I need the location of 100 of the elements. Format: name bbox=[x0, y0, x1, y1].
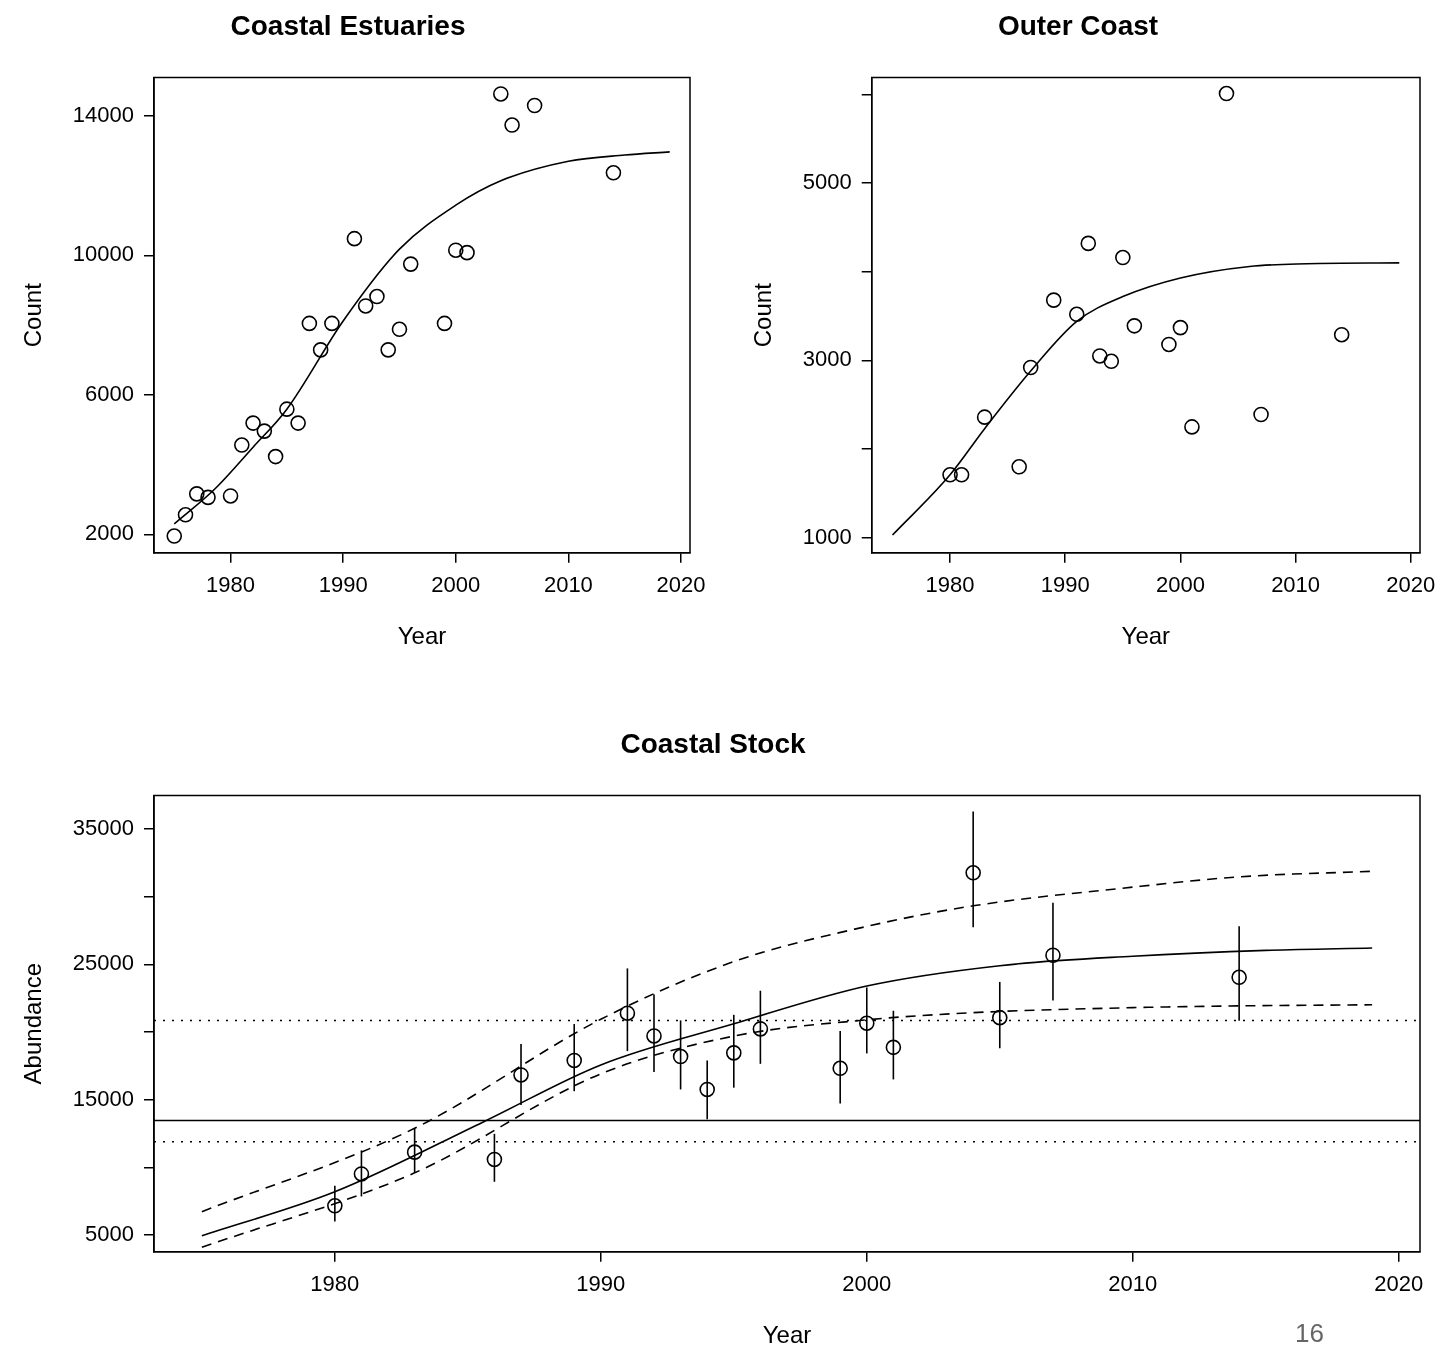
point bbox=[1184, 419, 1200, 435]
x-tick-label: 1990 bbox=[576, 1271, 626, 1297]
point bbox=[312, 342, 329, 358]
point bbox=[406, 1144, 423, 1160]
point bbox=[493, 86, 509, 102]
point bbox=[279, 401, 295, 417]
x-axis-title: Year bbox=[397, 622, 447, 650]
x-tick-label: 1980 bbox=[310, 1271, 360, 1297]
point bbox=[1161, 336, 1177, 353]
point bbox=[486, 1151, 503, 1168]
point bbox=[290, 415, 306, 431]
point bbox=[245, 415, 261, 431]
y-tick-label: 35000 bbox=[72, 814, 134, 840]
point bbox=[885, 1039, 902, 1056]
point bbox=[1333, 326, 1350, 343]
x-tick-label: 2000 bbox=[842, 1271, 892, 1297]
y-tick-label: 2000 bbox=[85, 520, 134, 546]
y-tick-label: 6000 bbox=[85, 380, 134, 406]
x-tick-label: 2000 bbox=[431, 572, 481, 598]
point bbox=[646, 1028, 662, 1044]
point bbox=[436, 315, 453, 332]
x-tick-label: 2010 bbox=[1108, 1271, 1158, 1297]
point bbox=[1011, 459, 1027, 475]
point bbox=[566, 1052, 583, 1069]
point bbox=[1231, 969, 1247, 986]
point bbox=[605, 164, 622, 181]
point bbox=[353, 1166, 370, 1182]
y-axis-title: Abundance bbox=[19, 962, 47, 1085]
point bbox=[327, 1197, 343, 1214]
x-tick-label: 2010 bbox=[543, 572, 593, 598]
point bbox=[1103, 353, 1120, 370]
point bbox=[369, 288, 385, 305]
x-tick-label: 2020 bbox=[656, 572, 706, 598]
y-tick-label: 5000 bbox=[85, 1221, 134, 1247]
point bbox=[222, 488, 239, 504]
point bbox=[699, 1081, 715, 1098]
point bbox=[976, 409, 993, 425]
point bbox=[1022, 359, 1039, 376]
point bbox=[447, 242, 464, 258]
x-tick-label: 1980 bbox=[206, 572, 256, 598]
x-tick-label: 2020 bbox=[1374, 1271, 1424, 1297]
point bbox=[301, 315, 318, 332]
point bbox=[513, 1067, 529, 1083]
y-tick-label: 25000 bbox=[72, 950, 134, 976]
point bbox=[357, 298, 374, 314]
y-tick-label: 14000 bbox=[72, 102, 134, 128]
point bbox=[1045, 947, 1061, 964]
y-tick-label: 10000 bbox=[72, 241, 134, 267]
point bbox=[1092, 348, 1108, 364]
point bbox=[380, 342, 397, 358]
point bbox=[725, 1045, 742, 1061]
y-axis-title: Count bbox=[19, 282, 47, 348]
chart-title: Coastal Stock bbox=[620, 727, 807, 759]
point bbox=[504, 117, 520, 133]
x-axis-title: Year bbox=[1121, 622, 1171, 650]
x-tick-label: 2010 bbox=[1271, 572, 1321, 598]
point bbox=[858, 1015, 875, 1032]
point bbox=[1172, 319, 1189, 336]
point bbox=[346, 230, 363, 247]
x-axis-title: Year bbox=[762, 1321, 812, 1349]
point bbox=[234, 437, 250, 453]
point bbox=[1253, 406, 1269, 423]
point bbox=[402, 256, 419, 272]
y-tick-label: 3000 bbox=[802, 346, 852, 372]
x-tick-label: 2020 bbox=[1386, 572, 1436, 598]
point bbox=[188, 486, 205, 502]
point bbox=[200, 489, 216, 506]
point bbox=[672, 1048, 689, 1065]
point bbox=[991, 1009, 1008, 1026]
point bbox=[619, 1005, 636, 1022]
point bbox=[942, 466, 958, 483]
point bbox=[832, 1060, 848, 1077]
x-tick-label: 1990 bbox=[1040, 572, 1090, 598]
point bbox=[1068, 306, 1085, 323]
point bbox=[177, 507, 194, 523]
point bbox=[324, 315, 340, 332]
y-tick-label: 15000 bbox=[72, 1085, 134, 1111]
point bbox=[965, 864, 981, 881]
y-axis-title: Count bbox=[749, 282, 777, 348]
point bbox=[526, 97, 543, 114]
point bbox=[1080, 235, 1097, 252]
point bbox=[1218, 85, 1235, 102]
point bbox=[752, 1021, 769, 1037]
y-tick-label: 1000 bbox=[802, 523, 852, 549]
x-tick-label: 1980 bbox=[925, 572, 975, 598]
point bbox=[267, 448, 284, 465]
line-series bbox=[891, 262, 1401, 536]
point bbox=[459, 244, 475, 261]
y-tick-label: 5000 bbox=[802, 169, 852, 195]
line-series bbox=[173, 151, 671, 525]
chart-title: Coastal Estuaries bbox=[230, 9, 466, 41]
point bbox=[166, 528, 183, 544]
point bbox=[391, 321, 408, 338]
x-tick-label: 1990 bbox=[318, 572, 368, 598]
x-tick-label: 2000 bbox=[1155, 572, 1205, 598]
chart-title: Outer Coast bbox=[997, 9, 1159, 41]
point bbox=[1115, 249, 1131, 266]
point bbox=[1126, 318, 1143, 334]
point bbox=[256, 423, 273, 439]
point bbox=[1045, 292, 1062, 308]
